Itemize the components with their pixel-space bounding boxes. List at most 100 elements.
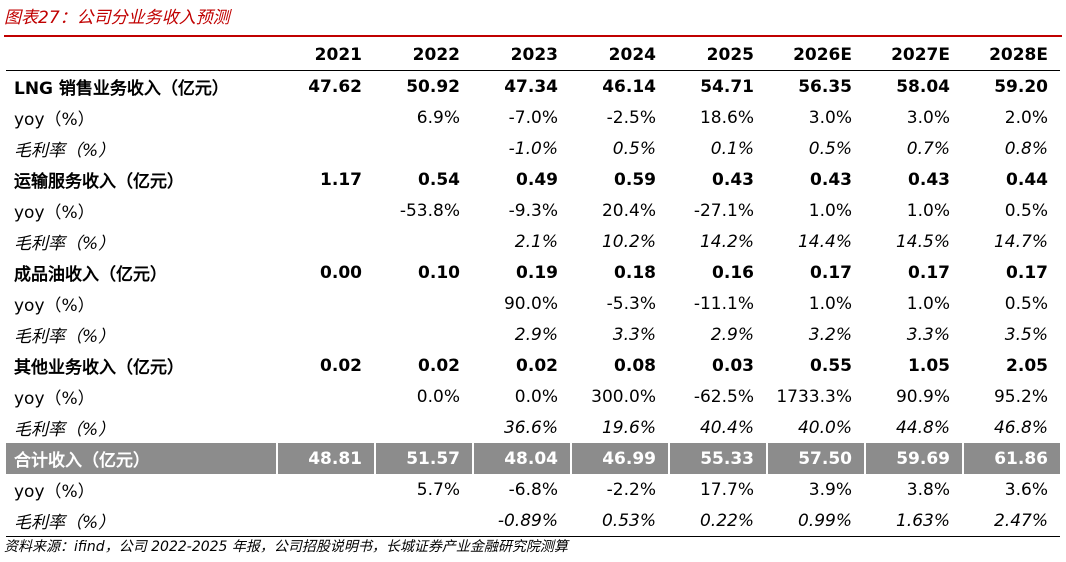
table-cell: 1733.3% (776, 386, 852, 407)
table-cell: 0.02 (320, 355, 362, 376)
table-row: 成品油收入（亿元） 0.00 0.10 0.19 0.18 0.16 0.17 0.17 0.1… (6, 257, 1060, 288)
table-cell: 0.00 (320, 262, 362, 283)
table-cell: 44.8% (895, 417, 950, 438)
table-cell: 0.7% (906, 138, 950, 159)
row-label: yoy（%） (14, 296, 95, 316)
year-header: 2024 (570, 39, 668, 71)
row-label: 毛利率（%） (14, 327, 116, 347)
table-cell: -53.8% (399, 200, 460, 221)
table-cell: 0.54 (418, 169, 460, 190)
table-cell: 14.5% (895, 231, 950, 252)
table-row: 合计收入（亿元） 48.81 51.57 48.04 46.99 55.33 57.50 59… (6, 443, 1060, 474)
table-cell: 14.7% (993, 231, 1048, 252)
table-cell (276, 133, 374, 164)
table-cell: 3.3% (612, 324, 656, 345)
table-cell: 95.2% (993, 386, 1048, 407)
table-cell: 1.0% (808, 293, 852, 314)
table-cell (374, 319, 472, 350)
table-cell: 1.63% (864, 505, 962, 537)
table-cell: 0.19 (516, 262, 558, 283)
row-label: yoy（%） (14, 110, 95, 130)
table-cell (374, 226, 472, 257)
table-cell (374, 412, 472, 443)
table-cell: 59.20 (994, 76, 1048, 97)
table-cell: 0.17 (810, 262, 852, 283)
table-cell: 0.5% (808, 138, 852, 159)
table-cell: 0.43 (908, 169, 950, 190)
table-cell: 61.86 (962, 443, 1060, 474)
table-cell: 18.6% (699, 107, 754, 128)
table-cell: 0.10 (418, 262, 460, 283)
table-cell: 10.2% (601, 231, 656, 252)
table-cell: 0.53% (570, 505, 668, 537)
table-cell: 0.0% (416, 386, 460, 407)
table-cell: 0.99% (766, 505, 864, 537)
table-row: yoy（%） -53.8% -9.3% 20.4% -27.1% 1.0% 1.0% 0.5% (6, 195, 1060, 226)
row-label: 运输服务收入（亿元） (14, 172, 184, 192)
table-cell: -0.89% (472, 505, 570, 537)
table-cell: 47.34 (504, 76, 558, 97)
table-cell: 0.44 (1006, 169, 1048, 190)
table-cell: 3.9% (808, 479, 852, 500)
year-header: 2026E (766, 39, 864, 71)
table-row: LNG 销售业务收入（亿元） 47.62 50.92 47.34 46.14 54.71 5… (6, 71, 1060, 102)
table-cell: 14.2% (699, 231, 754, 252)
source-note: 资料来源：ifind，公司 2022-2025 年报，公司招股说明书，长城证券产… (4, 539, 568, 555)
row-label: 毛利率（%） (14, 141, 116, 161)
table-cell: 40.0% (797, 417, 852, 438)
row-label: yoy（%） (14, 389, 95, 409)
table-cell: 19.6% (601, 417, 656, 438)
table-cell: 0.59 (614, 169, 656, 190)
table-cell: 0.5% (612, 138, 656, 159)
table-cell: -9.3% (508, 200, 558, 221)
table-cell: 2.9% (514, 324, 558, 345)
table-cell: 0.49 (516, 169, 558, 190)
table-cell: 300.0% (591, 386, 656, 407)
year-header: 2021 (276, 39, 374, 71)
table-cell: 1.17 (320, 169, 362, 190)
table-cell: 46.8% (993, 417, 1048, 438)
table-cell: -5.3% (606, 293, 656, 314)
table-cell: 55.33 (668, 443, 766, 474)
table-cell: 2.47% (962, 505, 1060, 537)
table-cell (276, 505, 374, 537)
row-label: 毛利率（%） (14, 420, 116, 440)
table-cell: 48.04 (472, 443, 570, 474)
table-cell: 0.55 (810, 355, 852, 376)
table-row: 毛利率（%） 36.6% 19.6% 40.4% 40.0% 44.8% 46.8% (6, 412, 1060, 443)
table-row: 运输服务收入（亿元） 1.17 0.54 0.49 0.59 0.43 0.43 0.43 0.… (6, 164, 1060, 195)
table-cell (276, 412, 374, 443)
table-cell: 51.57 (374, 443, 472, 474)
table-cell: 1.0% (906, 200, 950, 221)
table-cell: 3.8% (906, 479, 950, 500)
table-cell: 14.4% (797, 231, 852, 252)
table-cell: 3.0% (906, 107, 950, 128)
table-cell (276, 319, 374, 350)
table-cell: 0.1% (710, 138, 754, 159)
table-cell: -7.0% (508, 107, 558, 128)
table-row: yoy（%） 5.7% -6.8% -2.2% 17.7% 3.9% 3.8% 3.6% (6, 474, 1060, 505)
table-cell: -6.8% (508, 479, 558, 500)
table-cell: 0.02 (418, 355, 460, 376)
table-cell: 0.22% (668, 505, 766, 537)
table-cell: 3.3% (906, 324, 950, 345)
row-label: 合计收入（亿元） (6, 443, 276, 474)
table-cell: 2.1% (514, 231, 558, 252)
table-row: 毛利率（%） 2.1% 10.2% 14.2% 14.4% 14.5% 14.7% (6, 226, 1060, 257)
table-row: 毛利率（%） -0.89% 0.53% 0.22% 0.99% 1.63% 2.47% (6, 505, 1060, 537)
row-label: 其他业务收入（亿元） (14, 358, 184, 378)
table-cell: 46.14 (602, 76, 656, 97)
table-cell: 57.50 (766, 443, 864, 474)
row-label: yoy（%） (14, 203, 95, 223)
table-cell: 0.02 (516, 355, 558, 376)
table-cell: -11.1% (693, 293, 754, 314)
table-cell: 0.8% (1004, 138, 1048, 159)
table-cell: 40.4% (699, 417, 754, 438)
table-cell (276, 102, 374, 133)
table-cell (374, 288, 472, 319)
table-row: yoy（%） 6.9% -7.0% -2.5% 18.6% 3.0% 3.0% 2.0% (6, 102, 1060, 133)
table-cell: -1.0% (508, 138, 558, 159)
table-cell (374, 133, 472, 164)
year-header: 2025 (668, 39, 766, 71)
header-corner (6, 39, 276, 71)
